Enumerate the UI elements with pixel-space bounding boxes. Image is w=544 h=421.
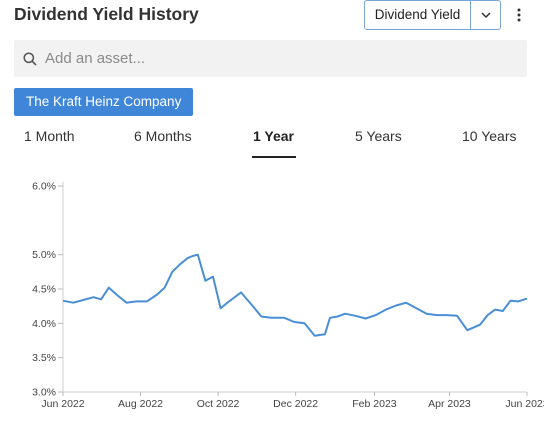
series-layer <box>62 253 528 337</box>
x-tick-label: Jun 2023 <box>505 398 544 410</box>
y-tick-label: 5.0% <box>32 249 56 261</box>
tab-10-years[interactable]: 10 Years <box>462 128 517 144</box>
tab-5-years[interactable]: 5 Years <box>355 128 402 144</box>
dividend-yield-chart: 6.0% 5.0% 4.5% 4.0% 3.5% 3.0% Jun 2022 Aug 202… <box>32 181 544 411</box>
x-tick-label: Aug 2022 <box>118 398 163 410</box>
active-tab-indicator <box>252 156 296 158</box>
x-tick-label: Apr 2023 <box>428 398 471 410</box>
y-axis: 6.0% 5.0% 4.5% 4.0% 3.5% 3.0% <box>32 181 64 399</box>
period-tabs: 1 Month 6 Months 1 Year 5 Years 10 Years <box>0 128 544 162</box>
x-tick-label: Oct 2022 <box>197 398 240 410</box>
y-tick-label: 4.0% <box>32 318 56 330</box>
y-tick-label: 3.5% <box>32 352 56 364</box>
tab-1-year[interactable]: 1 Year <box>253 128 295 144</box>
search-input[interactable] <box>45 50 485 67</box>
x-tick-label: Dec 2022 <box>273 398 318 410</box>
y-tick-label: 4.5% <box>32 284 56 296</box>
metric-select[interactable]: Dividend Yield <box>364 0 501 30</box>
x-axis: Jun 2022 Aug 2022 Oct 2022 Dec 2022 Feb 2023… <box>41 391 544 410</box>
x-tick-label: Jun 2022 <box>41 398 84 410</box>
chevron-down-icon[interactable] <box>471 1 500 29</box>
asset-chip[interactable]: The Kraft Heinz Company <box>14 88 194 116</box>
x-tick-label: Feb 2023 <box>352 398 397 410</box>
kebab-menu-icon[interactable] <box>512 4 526 26</box>
series-line <box>62 253 528 337</box>
asset-search[interactable] <box>14 40 527 77</box>
tab-6-months[interactable]: 6 Months <box>134 128 192 144</box>
metric-select-label[interactable]: Dividend Yield <box>365 1 471 29</box>
tab-1-month[interactable]: 1 Month <box>24 128 75 144</box>
y-tick-label: 6.0% <box>32 181 56 193</box>
search-icon <box>23 51 37 66</box>
page-title: Dividend Yield History <box>14 4 199 24</box>
y-tick-label: 3.0% <box>32 387 56 399</box>
